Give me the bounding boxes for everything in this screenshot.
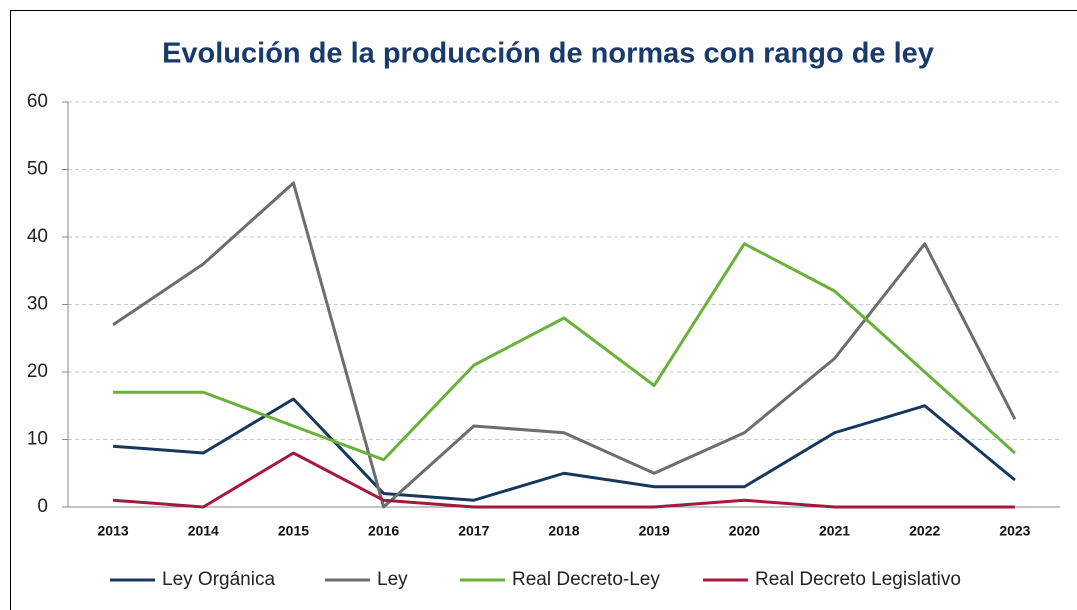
- y-tick-label: 0: [37, 496, 48, 517]
- legend-label: Ley: [377, 569, 408, 590]
- x-tick-label: 2015: [278, 523, 309, 539]
- x-tick-label: 2017: [458, 523, 489, 539]
- series-line: [113, 242, 1016, 462]
- x-tick-label: 2023: [999, 523, 1030, 539]
- x-tick-label: 2019: [639, 523, 670, 539]
- series-line: [112, 397, 1016, 502]
- series-line: [112, 451, 1015, 509]
- y-tick-label: 10: [27, 429, 48, 450]
- legend-label: Real Decreto Legislativo: [755, 569, 961, 590]
- x-tick-label: 2021: [819, 523, 850, 539]
- x-tick-label: 2020: [729, 523, 760, 539]
- legend-label: Ley Orgánica: [162, 569, 275, 590]
- x-tick-label: 2022: [909, 523, 940, 539]
- y-tick-label: 20: [27, 361, 48, 382]
- y-tick-label: 50: [27, 159, 48, 180]
- chart-title: Evolución de la producción de normas con…: [162, 38, 934, 70]
- x-tick-label: 2014: [188, 523, 219, 539]
- x-tick-label: 2018: [548, 523, 579, 539]
- y-tick-label: 30: [27, 294, 48, 315]
- chart-border: [10, 10, 1077, 610]
- x-tick-label: 2013: [98, 523, 129, 539]
- y-tick-label: 40: [27, 226, 48, 247]
- y-tick-label: 60: [27, 91, 48, 112]
- legend-label: Real Decreto-Ley: [512, 569, 660, 590]
- series-line: [112, 181, 1017, 509]
- x-tick-label: 2016: [368, 523, 399, 539]
